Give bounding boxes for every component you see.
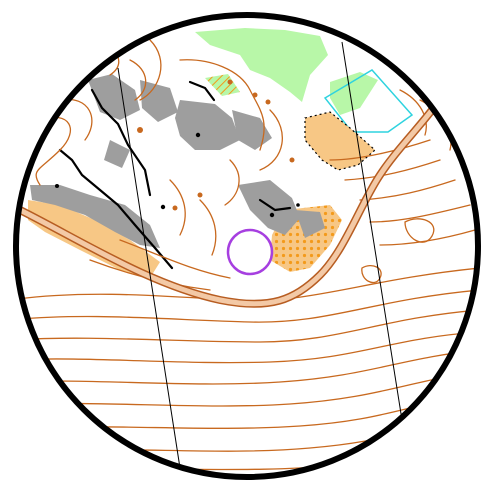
rocky-ground <box>30 74 325 248</box>
road-fill <box>17 107 435 307</box>
green-area <box>195 28 328 102</box>
north-lines <box>117 41 403 469</box>
open-land <box>304 111 376 171</box>
hatched-area <box>205 74 240 96</box>
control-circle <box>226 228 274 276</box>
green-area-east <box>330 72 378 115</box>
cliff-lines <box>58 80 292 270</box>
open-land-southwest <box>28 200 160 278</box>
map-frame-circle <box>13 12 481 480</box>
point-features <box>137 79 295 211</box>
black-point-features <box>55 132 300 218</box>
